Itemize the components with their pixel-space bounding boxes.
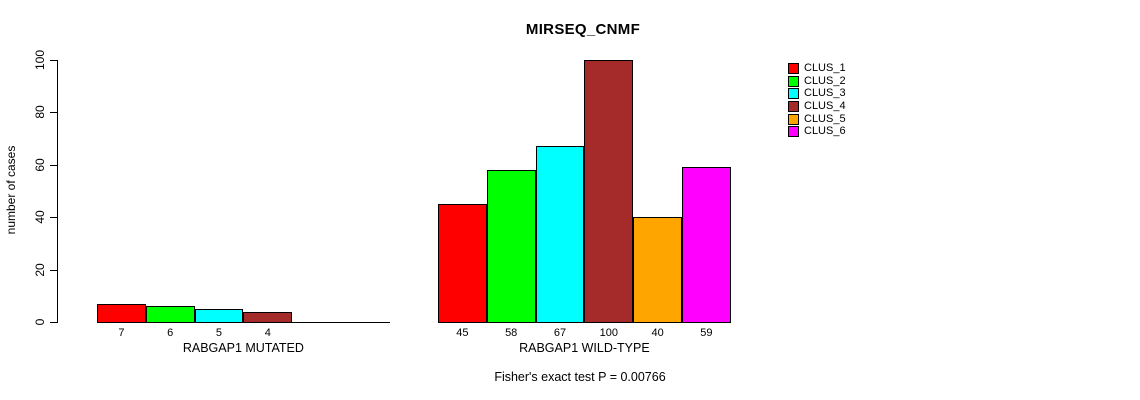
legend-label: CLUS_2 — [804, 74, 846, 87]
bar-value-label: 4 — [264, 327, 271, 339]
legend-swatch-icon — [788, 100, 799, 112]
y-tick-label: 0 — [33, 318, 47, 326]
legend: CLUS_1 CLUS_2 CLUS_3 CLUS_4 CLUS_5 CLUS_6 — [788, 62, 846, 138]
bar — [682, 167, 731, 323]
bar-value-label: 40 — [651, 327, 664, 339]
legend-swatch-icon — [788, 62, 799, 74]
y-axis-tick — [50, 60, 57, 61]
legend-swatch-icon — [788, 75, 799, 87]
bar-value-label: 5 — [215, 327, 223, 339]
bar — [535, 146, 585, 323]
bar-value-label: 67 — [553, 327, 567, 339]
bar-value-label: 59 — [700, 327, 713, 339]
y-tick-label: 60 — [33, 158, 47, 172]
legend-label: CLUS_5 — [804, 112, 846, 125]
bar — [633, 217, 682, 323]
y-axis-label: number of cases — [4, 145, 18, 235]
y-tick-label: 80 — [33, 105, 47, 120]
group-label: RABGAP1 MUTATED — [182, 341, 304, 355]
bar-value-label: 7 — [118, 327, 125, 339]
legend-item: CLUS_3 — [788, 87, 846, 100]
bar — [438, 204, 487, 323]
legend-swatch-icon — [788, 88, 799, 100]
legend-item: CLUS_4 — [788, 100, 846, 113]
bar-value-label: 6 — [167, 327, 174, 339]
group-label: RABGAP1 WILD-TYPE — [519, 341, 650, 355]
bar — [194, 308, 244, 323]
bar — [584, 60, 634, 323]
y-axis-tick — [50, 164, 57, 166]
y-axis-tick — [50, 322, 57, 323]
bar — [145, 306, 195, 323]
legend-swatch-icon — [788, 126, 799, 138]
y-tick-label: 20 — [33, 262, 47, 277]
legend-label: CLUS_1 — [804, 61, 846, 74]
legend-label: CLUS_3 — [804, 87, 846, 100]
legend-label: CLUS_6 — [804, 125, 846, 138]
bar — [97, 303, 146, 323]
y-tick-label: 40 — [33, 210, 47, 224]
fisher-test-annotation: Fisher's exact test P = 0.00766 — [494, 370, 666, 384]
y-axis-tick — [50, 269, 57, 271]
bar-value-label: 45 — [456, 327, 469, 339]
legend-label: CLUS_4 — [804, 99, 846, 112]
legend-item: CLUS_1 — [788, 62, 846, 75]
bar — [243, 311, 293, 323]
legend-item: CLUS_2 — [788, 75, 846, 88]
bar — [486, 170, 536, 323]
bar-value-label: 58 — [505, 327, 518, 339]
legend-swatch-icon — [788, 113, 799, 125]
y-axis-tick — [50, 112, 57, 114]
legend-item: CLUS_6 — [788, 125, 846, 138]
bar-value-label: 100 — [599, 327, 618, 339]
chart-title: MIRSEQ_CNMF — [525, 21, 641, 38]
y-axis-tick — [50, 217, 57, 219]
legend-item: CLUS_5 — [788, 113, 846, 126]
y-tick-label: 100 — [33, 49, 47, 71]
y-axis-line — [57, 60, 58, 323]
